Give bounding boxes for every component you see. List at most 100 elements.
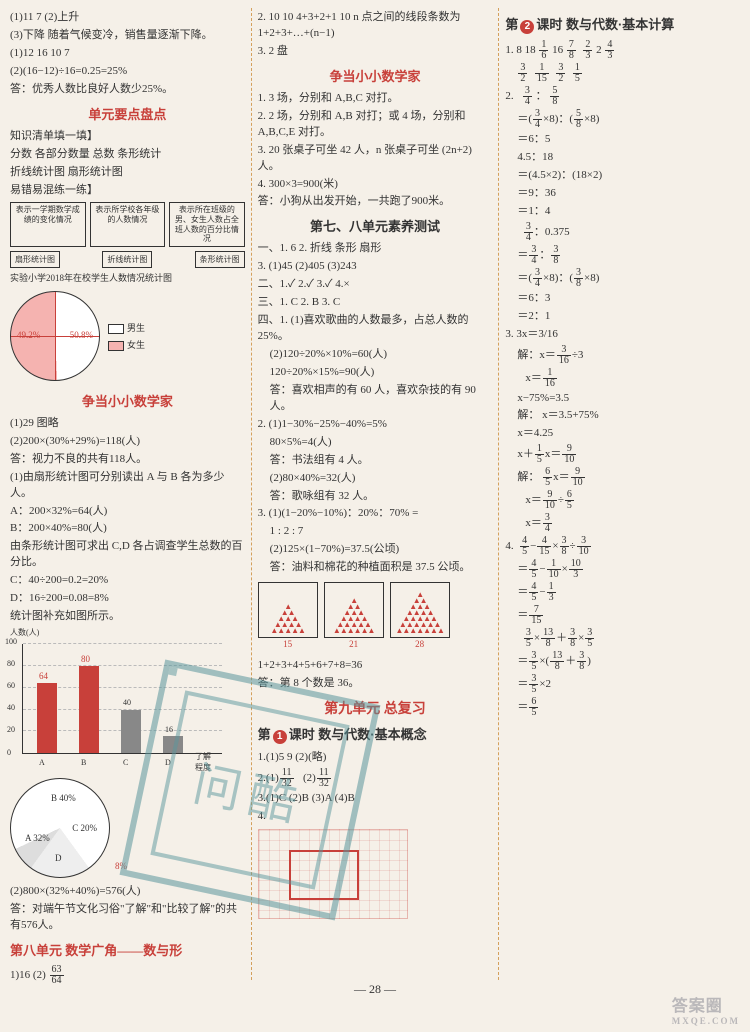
text-line: ＝6：5 xyxy=(505,132,740,148)
contest-title: 争当小小数学家 xyxy=(10,391,245,410)
legend-female: 女生 xyxy=(127,340,145,350)
column-2: 2. 10 10 4+3+2+1 10 n 点之间的线段条数为 1+2+3+…+… xyxy=(251,8,500,980)
text-line: 32 115 32 15 xyxy=(505,63,740,84)
pie-legend: 男生 女生 xyxy=(108,321,145,351)
lesson1-title: 第1课时 数与代数·基本概念 xyxy=(258,724,493,744)
text-line: 1)16 (2) 6364 xyxy=(10,965,245,986)
pie-chart-1: 49.2% 50.8% 男生 女生 xyxy=(10,287,245,385)
text-line: ＝34：38 xyxy=(505,245,740,266)
text-line: ＝9：36 xyxy=(505,186,740,202)
text-line: 答：喜欢相声的有 60 人，喜欢杂技的有 90人。 xyxy=(258,383,493,415)
text-line: 3. (1)(1−20%−10%)：20%：70% = xyxy=(258,506,493,522)
text-line: 3.(1)C (2)B (3)A (4)B xyxy=(258,791,493,807)
text-line: ＝1：4 xyxy=(505,204,740,220)
page-columns: (1)11 7 (2)上升 (3)下降 随着气候变冷，销售量逐渐下降。 (1)1… xyxy=(0,0,750,980)
text-line: ＝715 xyxy=(505,605,740,626)
lesson-num-1: 1 xyxy=(273,730,287,744)
text-line: ＝65 xyxy=(505,697,740,718)
text-line: 2. 2 场，分别和 A,B 对打；或 4 场，分别和 A,B,C,E 对打。 xyxy=(258,109,493,141)
lesson-num-2: 2 xyxy=(520,20,534,34)
text-line: x＝34 xyxy=(505,513,740,534)
text-line: ＝(34×8)：(58×8) xyxy=(505,109,740,130)
column-3: 第2课时 数与代数·基本计算 1. 8 18 16 16 78 23 2 43 … xyxy=(499,8,746,980)
pie2-c: C 20% xyxy=(72,823,97,833)
text-line: 2. (1)1−30%−25%−40%=5% xyxy=(258,417,493,433)
text-line: A：200×32%=64(人) xyxy=(10,504,245,520)
unit9-title: 第九单元 总复习 xyxy=(258,698,493,718)
column-1: (1)11 7 (2)上升 (3)下降 随着气候变冷，销售量逐渐下降。 (1)1… xyxy=(4,8,251,980)
text-line: 2.(1)1132 (2)1132 xyxy=(258,768,493,789)
text-line: x＋15x＝910 xyxy=(505,444,740,465)
text-line: 四、1. (1)喜欢歌曲的人数最多，占总人数的 25%。 xyxy=(258,313,493,345)
unit8-title: 第八单元 数学广角——数与形 xyxy=(10,940,245,959)
pie-right-label: 50.8% xyxy=(70,330,93,340)
text-line: 三、1. C 2. B 3. C xyxy=(258,295,493,311)
text-line: 答：视力不良的共有118人。 xyxy=(10,452,245,468)
text-line: D：16÷200=0.08=8% xyxy=(10,591,245,607)
test78-title: 第七、八单元素养测试 xyxy=(258,216,493,235)
text-line: 4.5：18 xyxy=(505,150,740,166)
text-line: 80×5%=4(人) xyxy=(258,435,493,451)
pie-left-label: 49.2% xyxy=(17,330,40,340)
text-line: 3. 2 盘 xyxy=(258,44,493,60)
text-line: 折线统计图 扇形统计图 xyxy=(10,165,245,181)
text-line: 3. 3x＝3/16 xyxy=(505,327,740,343)
text-line: 1+2+3+4+5+6+7+8=36 xyxy=(258,658,493,674)
bar-chart: 0 20 40 60 80 100 64 80 40 16 A B C D 了解… xyxy=(22,644,222,754)
text-line: 答：油料和棉花的种植面积是 37.5 公顷。 xyxy=(258,560,493,576)
text-line: ＝35×(138＋38) xyxy=(505,651,740,672)
text-line: 1.(1)5 9 (2)(略) xyxy=(258,750,493,766)
text-line: 34：0.375 xyxy=(505,222,740,243)
text-line: 4. 300×3=900(米) xyxy=(258,177,493,193)
text-line: 35×138＋38×35 xyxy=(505,628,740,649)
text-line: ＝6：3 xyxy=(505,291,740,307)
pie-graphic: 49.2% 50.8% xyxy=(10,291,100,381)
text-line: 易错易混练一练】 xyxy=(10,183,245,199)
page-number: 28 xyxy=(369,982,381,996)
text-line: 答：对端午节文化习俗"了解"和"比较了解"的共有576人。 xyxy=(10,902,245,934)
text-line: x＝910÷65 xyxy=(505,490,740,511)
text-line: 3. (1)45 (2)405 (3)243 xyxy=(258,259,493,275)
text-line: 解：x＝316÷3 xyxy=(505,345,740,366)
text-line: 1. 8 18 16 16 78 23 2 43 xyxy=(505,40,740,61)
text-line: (2)(16−12)÷16=0.25=25% xyxy=(10,64,245,80)
text-line: B：200×40%=80(人) xyxy=(10,521,245,537)
pie2-b: B 40% xyxy=(51,793,76,803)
text-line: 答：小狗从出发开始，一共跑了900米。 xyxy=(258,194,493,210)
box-b3: 条形统计图 xyxy=(195,251,245,268)
concept-boxes: 表示一学期数学成绩的变化情况 表示所学校各年级的人数情况 表示所在班级的男、女生… xyxy=(10,202,245,246)
text-line: x＝4.25 xyxy=(505,426,740,442)
text-line: ＝2：1 xyxy=(505,309,740,325)
text-line: (1)12 16 10 7 xyxy=(10,46,245,62)
text-line: 4. xyxy=(258,809,493,825)
pie2-8: 8% xyxy=(115,861,127,871)
box-2: 表示所学校各年级的人数情况 xyxy=(90,202,166,246)
text-line: ＝35×2 xyxy=(505,674,740,695)
text-line: (1)11 7 (2)上升 xyxy=(10,10,245,26)
text-line: (2)800×(32%+40%)=576(人) xyxy=(10,884,245,900)
text-line: 1. 3 场，分别和 A,B,C 对打。 xyxy=(258,91,493,107)
text-line: x−75%=3.5 xyxy=(505,391,740,407)
pie-chart-title: 实验小学2018年在校学生人数情况统计图 xyxy=(10,272,245,285)
text-line: 2. 10 10 4+3+2+1 10 n 点之间的线段条数为 1+2+3+…+… xyxy=(258,10,493,42)
box-b2: 折线统计图 xyxy=(102,251,152,268)
text-line: (2)120÷20%×10%=60(人) xyxy=(258,347,493,363)
text-line: 120÷20%×15%=90(人) xyxy=(258,365,493,381)
triangle-2: ▲▲▲▲▲▲▲▲▲▲▲▲▲▲▲▲▲▲▲▲▲ 21 xyxy=(324,582,384,638)
text-line: 分数 各部分数量 总数 条形统计 xyxy=(10,147,245,163)
pie2-d: D xyxy=(55,853,62,863)
grid-answer xyxy=(258,829,408,919)
text-line: 答：歌咏组有 32 人。 xyxy=(258,489,493,505)
triangle-3: ▲▲▲▲▲▲▲▲▲▲▲▲▲▲▲▲▲▲▲▲▲▲▲▲▲▲▲▲ 28 xyxy=(390,582,450,638)
text-line: (1)29 图略 xyxy=(10,416,245,432)
text-line: (2)200×(30%+29%)=118(人) xyxy=(10,434,245,450)
text-line: ＝45−110×103 xyxy=(505,559,740,580)
text-line: 答：第 8 个数是 36。 xyxy=(258,676,493,692)
box-3: 表示所在班级的男、女生人数占全班人数的百分比情况 xyxy=(169,202,245,246)
text-line: ＝45−13 xyxy=(505,582,740,603)
text-line: 答：优秀人数比良好人数少25%。 xyxy=(10,82,245,98)
text-line: 解： 65x＝910 xyxy=(505,467,740,488)
site-watermark: 答案圈 MXQE.COM xyxy=(672,992,740,1026)
triangle-1: ▲▲▲▲▲▲▲▲▲▲▲▲▲▲▲ 15 xyxy=(258,582,318,638)
text-line: x＝116 xyxy=(505,368,740,389)
